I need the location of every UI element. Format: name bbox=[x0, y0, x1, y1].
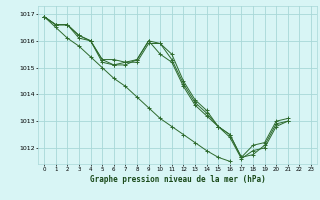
X-axis label: Graphe pression niveau de la mer (hPa): Graphe pression niveau de la mer (hPa) bbox=[90, 175, 266, 184]
